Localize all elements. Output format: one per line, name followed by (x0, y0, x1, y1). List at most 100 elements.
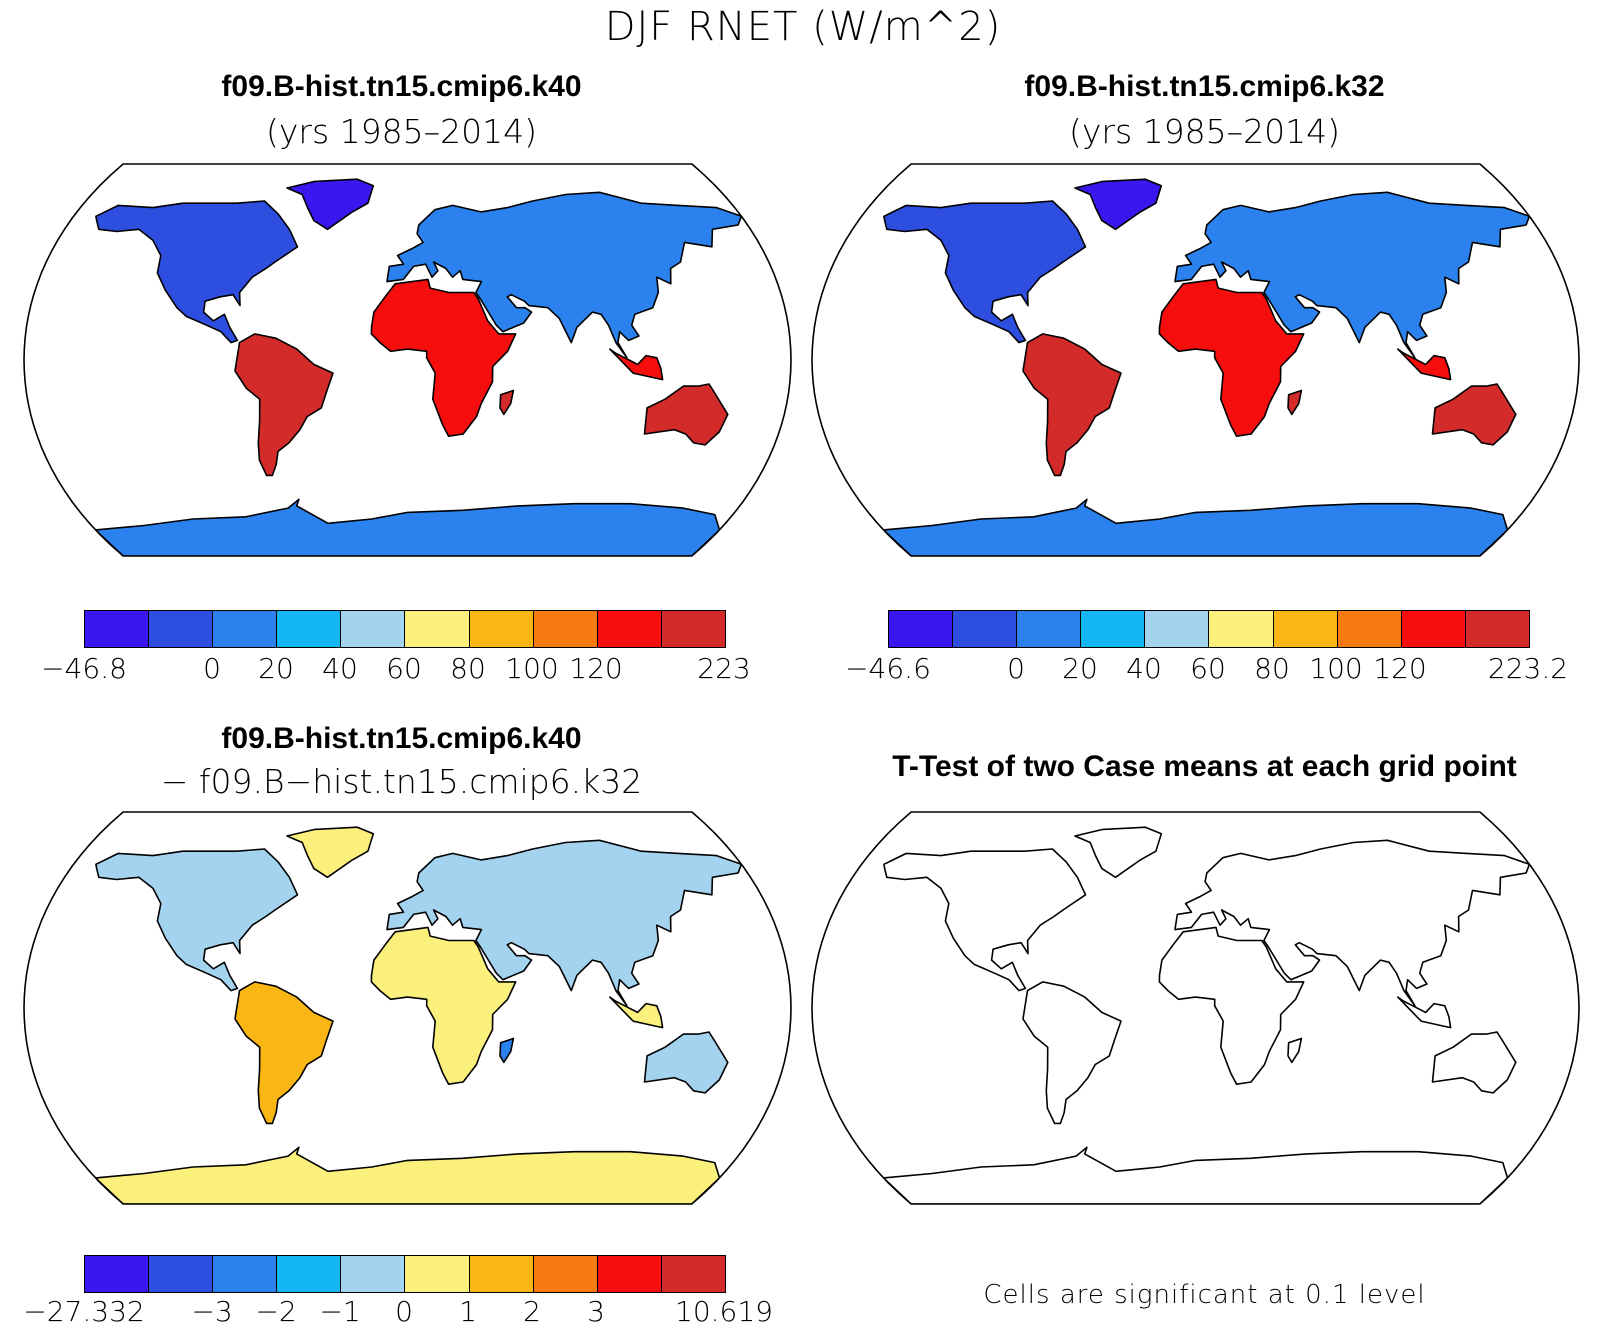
colorbar-swatch (469, 1256, 534, 1292)
colorbar-swatch (85, 611, 150, 647)
landmass-antarctica (94, 498, 721, 556)
panel-ttest-map (811, 811, 1580, 1205)
colorbar-swatch (533, 611, 598, 647)
colorbar-tick-label: 2 (523, 1295, 541, 1328)
landmass-madagascar (499, 389, 515, 416)
colorbar-tick-label: 120 (1373, 652, 1427, 685)
colorbar-tick-label: 60 (386, 652, 422, 685)
landmass-greenland (1074, 826, 1163, 879)
colorbar-swatch (597, 611, 662, 647)
colorbar-tick-label: 20 (1062, 652, 1098, 685)
landmass-australia (1431, 383, 1517, 446)
colorbar-tick-label: 20 (258, 652, 294, 685)
colorbar-swatch (405, 1256, 470, 1292)
landmass-southAmerica (234, 981, 334, 1125)
colorbar-swatch (277, 611, 342, 647)
landmass-africa (1158, 278, 1305, 437)
colorbar-tick-label: 120 (569, 652, 623, 685)
colorbar-tick-label: 100 (505, 652, 559, 685)
colorbar-swatch (1017, 611, 1082, 647)
colorbar-tick-label: 80 (450, 652, 486, 685)
landmass-southAmerica (234, 333, 334, 477)
colorbar-swatch (405, 611, 470, 647)
colorbar-swatch (85, 1256, 150, 1292)
landmass-eurasia (1174, 191, 1531, 359)
landmass-northAmerica (883, 848, 1087, 992)
colorbar-tick-label: −3 (191, 1295, 233, 1328)
colorbar-swatch (661, 611, 725, 647)
panel-case1-colorbar-labels: −46.8 0 20 40 60 80 100 120 223 (41, 652, 751, 686)
colorbar-tick-label: 3 (587, 1295, 605, 1328)
colorbar-tick-label: −2 (255, 1295, 297, 1328)
panel-case1-subtitle: (yrs 1985–2014) (266, 112, 537, 151)
colorbar-swatch (341, 611, 406, 647)
landmass-antarctica (882, 1146, 1509, 1204)
colorbar-tick-label: 0 (203, 652, 221, 685)
landmass-australia (643, 1031, 729, 1094)
map-projection-outline (23, 811, 792, 1205)
colorbar-tick-label: −46.8 (41, 652, 127, 685)
landmass-africa (370, 926, 517, 1085)
panel-case2-subtitle: (yrs 1985–2014) (1069, 112, 1340, 151)
landmass-greenland (1074, 178, 1163, 231)
panel-difference-title: f09.B-hist.tn15.cmip6.k40 (221, 722, 582, 755)
landmass-northAmerica (883, 200, 1087, 344)
panel-case2-map (811, 163, 1580, 557)
panel-case2-title: f09.B-hist.tn15.cmip6.k32 (1024, 70, 1385, 103)
landmass-antarctica (882, 498, 1509, 556)
map-projection-outline (811, 811, 1580, 1205)
colorbar-swatch (1209, 611, 1274, 647)
panel-case2-colorbar-labels: −46.6 0 20 40 60 80 100 120 223.2 (845, 652, 1568, 686)
landmass-africa (1158, 926, 1305, 1085)
landmass-antarctica (94, 1146, 721, 1204)
colorbar-swatch (213, 611, 278, 647)
panel-case1-colorbar (84, 610, 726, 648)
landmass-eurasia (1174, 839, 1531, 1007)
colorbar-swatch (1081, 611, 1146, 647)
colorbar-swatch (1401, 611, 1466, 647)
panel-ttest-note: Cells are significant at 0.1 level (983, 1280, 1426, 1310)
colorbar-swatch (661, 1256, 725, 1292)
landmass-indonesia (1397, 348, 1452, 381)
landmass-southAmerica (1022, 333, 1122, 477)
landmass-australia (643, 383, 729, 446)
figure-title: DJF RNET (W/m^2) (604, 4, 1002, 50)
panel-difference-colorbar (84, 1255, 726, 1293)
colorbar-tick-label: 80 (1254, 652, 1290, 685)
colorbar-tick-label: 0 (1007, 652, 1025, 685)
panel-case1-map (23, 163, 792, 557)
landmass-greenland (286, 178, 375, 231)
colorbar-swatch (889, 611, 954, 647)
colorbar-tick-label: −27.332 (23, 1295, 145, 1328)
landmass-indonesia (1397, 996, 1452, 1029)
colorbar-swatch (1273, 611, 1338, 647)
map-projection-outline (23, 163, 792, 557)
colorbar-tick-label: 40 (322, 652, 358, 685)
colorbar-tick-label: 223.2 (1487, 652, 1569, 685)
colorbar-tick-label: −46.6 (845, 652, 931, 685)
landmass-indonesia (609, 348, 664, 381)
colorbar-tick-label: 40 (1126, 652, 1162, 685)
landmass-northAmerica (95, 200, 299, 344)
panel-difference-subtitle: − f09.B−hist.tn15.cmip6.k32 (160, 762, 643, 801)
colorbar-swatch (277, 1256, 342, 1292)
landmass-northAmerica (95, 848, 299, 992)
colorbar-swatch (469, 611, 534, 647)
colorbar-swatch (1465, 611, 1529, 647)
colorbar-tick-label: −1 (319, 1295, 361, 1328)
map-projection-outline (811, 163, 1580, 557)
colorbar-tick-label: 1 (459, 1295, 477, 1328)
colorbar-swatch (149, 1256, 214, 1292)
colorbar-swatch (953, 611, 1018, 647)
colorbar-swatch (213, 1256, 278, 1292)
colorbar-tick-label: 60 (1190, 652, 1226, 685)
landmass-eurasia (386, 191, 743, 359)
colorbar-swatch (1145, 611, 1210, 647)
colorbar-tick-label: 100 (1309, 652, 1363, 685)
landmass-southAmerica (1022, 981, 1122, 1125)
panel-ttest-title: T-Test of two Case means at each grid po… (892, 750, 1517, 783)
landmass-madagascar (499, 1037, 515, 1064)
landmass-australia (1431, 1031, 1517, 1094)
panel-difference-map (23, 811, 792, 1205)
panel-case1-title: f09.B-hist.tn15.cmip6.k40 (221, 70, 582, 103)
